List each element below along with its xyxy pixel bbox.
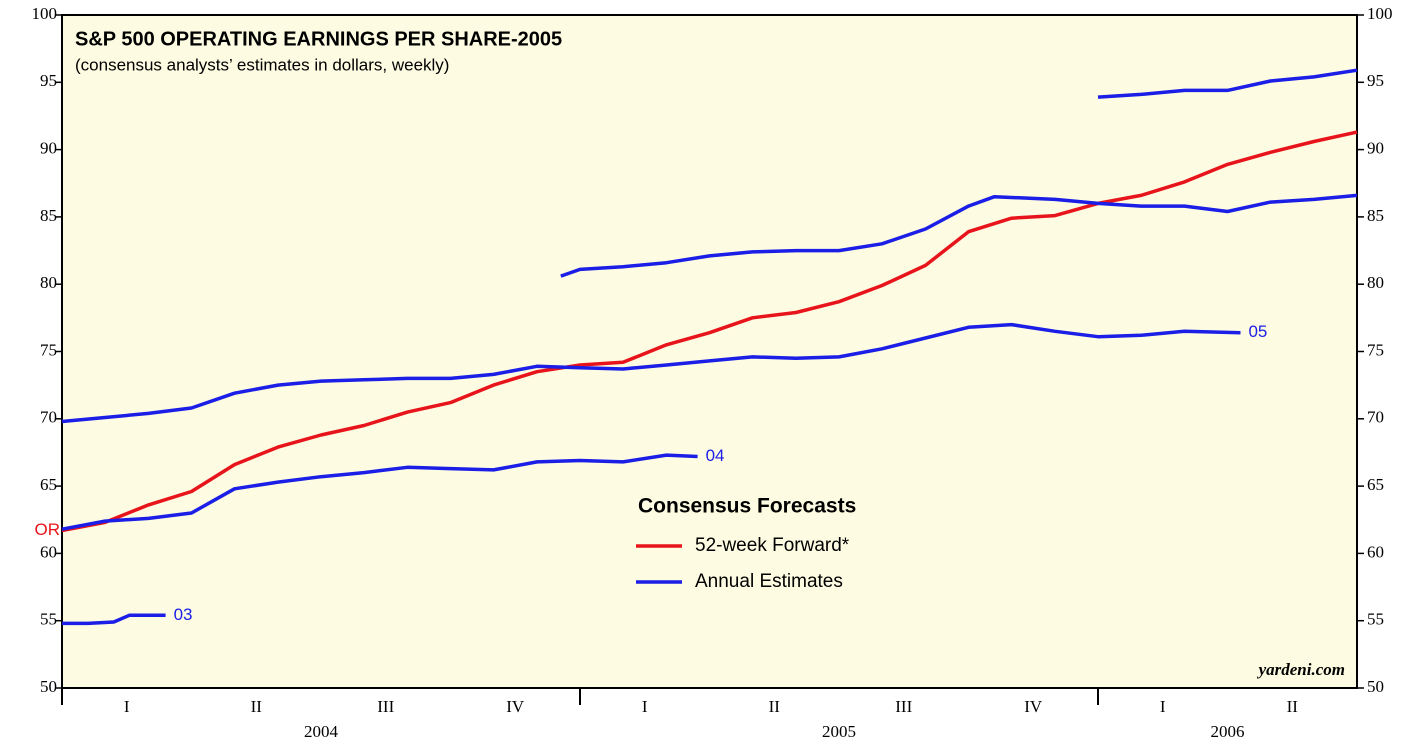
y-tick-label: 95 [40, 71, 57, 90]
y2-tick-label: 85 [1367, 206, 1384, 225]
x-tick-label: II [769, 697, 781, 716]
line [61, 130, 1358, 533]
line-start-label: OR [35, 520, 61, 539]
line [1097, 68, 1358, 99]
legend-title: Consensus Forecasts [638, 495, 856, 518]
line-label: 05 [1248, 322, 1267, 341]
y-tick-label: 70 [40, 408, 57, 427]
x-tick-label: IV [506, 697, 525, 716]
y2-tick-label: 55 [1367, 610, 1384, 629]
chart-title: S&P 500 OPERATING EARNINGS PER SHARE-200… [75, 28, 562, 50]
y-tick-label: 50 [40, 677, 57, 696]
y2-tick-label: 95 [1367, 71, 1384, 90]
x-tick-label: III [377, 697, 394, 716]
x-tick-label: I [642, 697, 648, 716]
year-label: 2006 [1211, 722, 1245, 741]
y-tick-label: 55 [40, 610, 57, 629]
y-tick-label: 65 [40, 475, 57, 494]
y-tick-label: 80 [40, 273, 57, 292]
year-label: 2004 [304, 722, 339, 741]
line [560, 193, 1358, 278]
line [62, 613, 166, 626]
y-tick-label: 60 [40, 542, 57, 561]
source: yardeni.com [1257, 660, 1345, 679]
chart-subtitle: (consensus analysts’ estimates in dollar… [75, 55, 449, 74]
line [61, 322, 1241, 424]
year-label: 2005 [822, 722, 856, 741]
line [61, 453, 698, 531]
y-tick-label: 85 [40, 206, 57, 225]
y2-tick-label: 100 [1367, 4, 1393, 23]
y2-tick-label: 80 [1367, 273, 1384, 292]
line-label: 03 [174, 605, 193, 624]
x-tick-label: IV [1024, 697, 1043, 716]
y2-tick-label: 60 [1367, 542, 1384, 561]
y-tick-label: 90 [40, 139, 57, 158]
plot-area [61, 14, 1358, 689]
y-tick-label: 75 [40, 340, 57, 359]
y2-tick-label: 75 [1367, 340, 1384, 359]
legend-label: Annual Estimates [695, 571, 843, 592]
y-tick-label: 100 [32, 4, 58, 23]
x-tick-label: II [251, 697, 263, 716]
line-label: 04 [706, 446, 725, 465]
x-tick-label: I [1160, 697, 1166, 716]
y2-tick-label: 50 [1367, 677, 1384, 696]
x-tick-label: I [124, 697, 130, 716]
y2-tick-label: 90 [1367, 139, 1384, 158]
x-tick-label: III [895, 697, 912, 716]
y2-tick-label: 65 [1367, 475, 1384, 494]
y2-tick-label: 70 [1367, 408, 1384, 427]
x-tick-label: II [1287, 697, 1299, 716]
legend-label: 52-week Forward* [695, 535, 850, 556]
